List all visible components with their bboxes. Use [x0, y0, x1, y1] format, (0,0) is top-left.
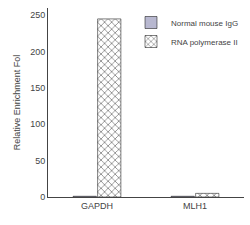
- svg-text:50: 50: [35, 156, 45, 166]
- svg-text:GAPDH: GAPDH: [81, 201, 113, 211]
- svg-text:200: 200: [30, 47, 45, 57]
- svg-text:Relative Enrichment Fol: Relative Enrichment Fol: [12, 55, 22, 151]
- svg-text:100: 100: [30, 119, 45, 129]
- svg-text:RNA polymerase II: RNA polymerase II: [171, 38, 238, 47]
- svg-text:150: 150: [30, 83, 45, 93]
- svg-text:Normal mouse IgG: Normal mouse IgG: [171, 19, 238, 28]
- svg-text:250: 250: [30, 10, 45, 20]
- svg-text:0: 0: [40, 192, 45, 202]
- svg-text:MLH1: MLH1: [183, 201, 207, 211]
